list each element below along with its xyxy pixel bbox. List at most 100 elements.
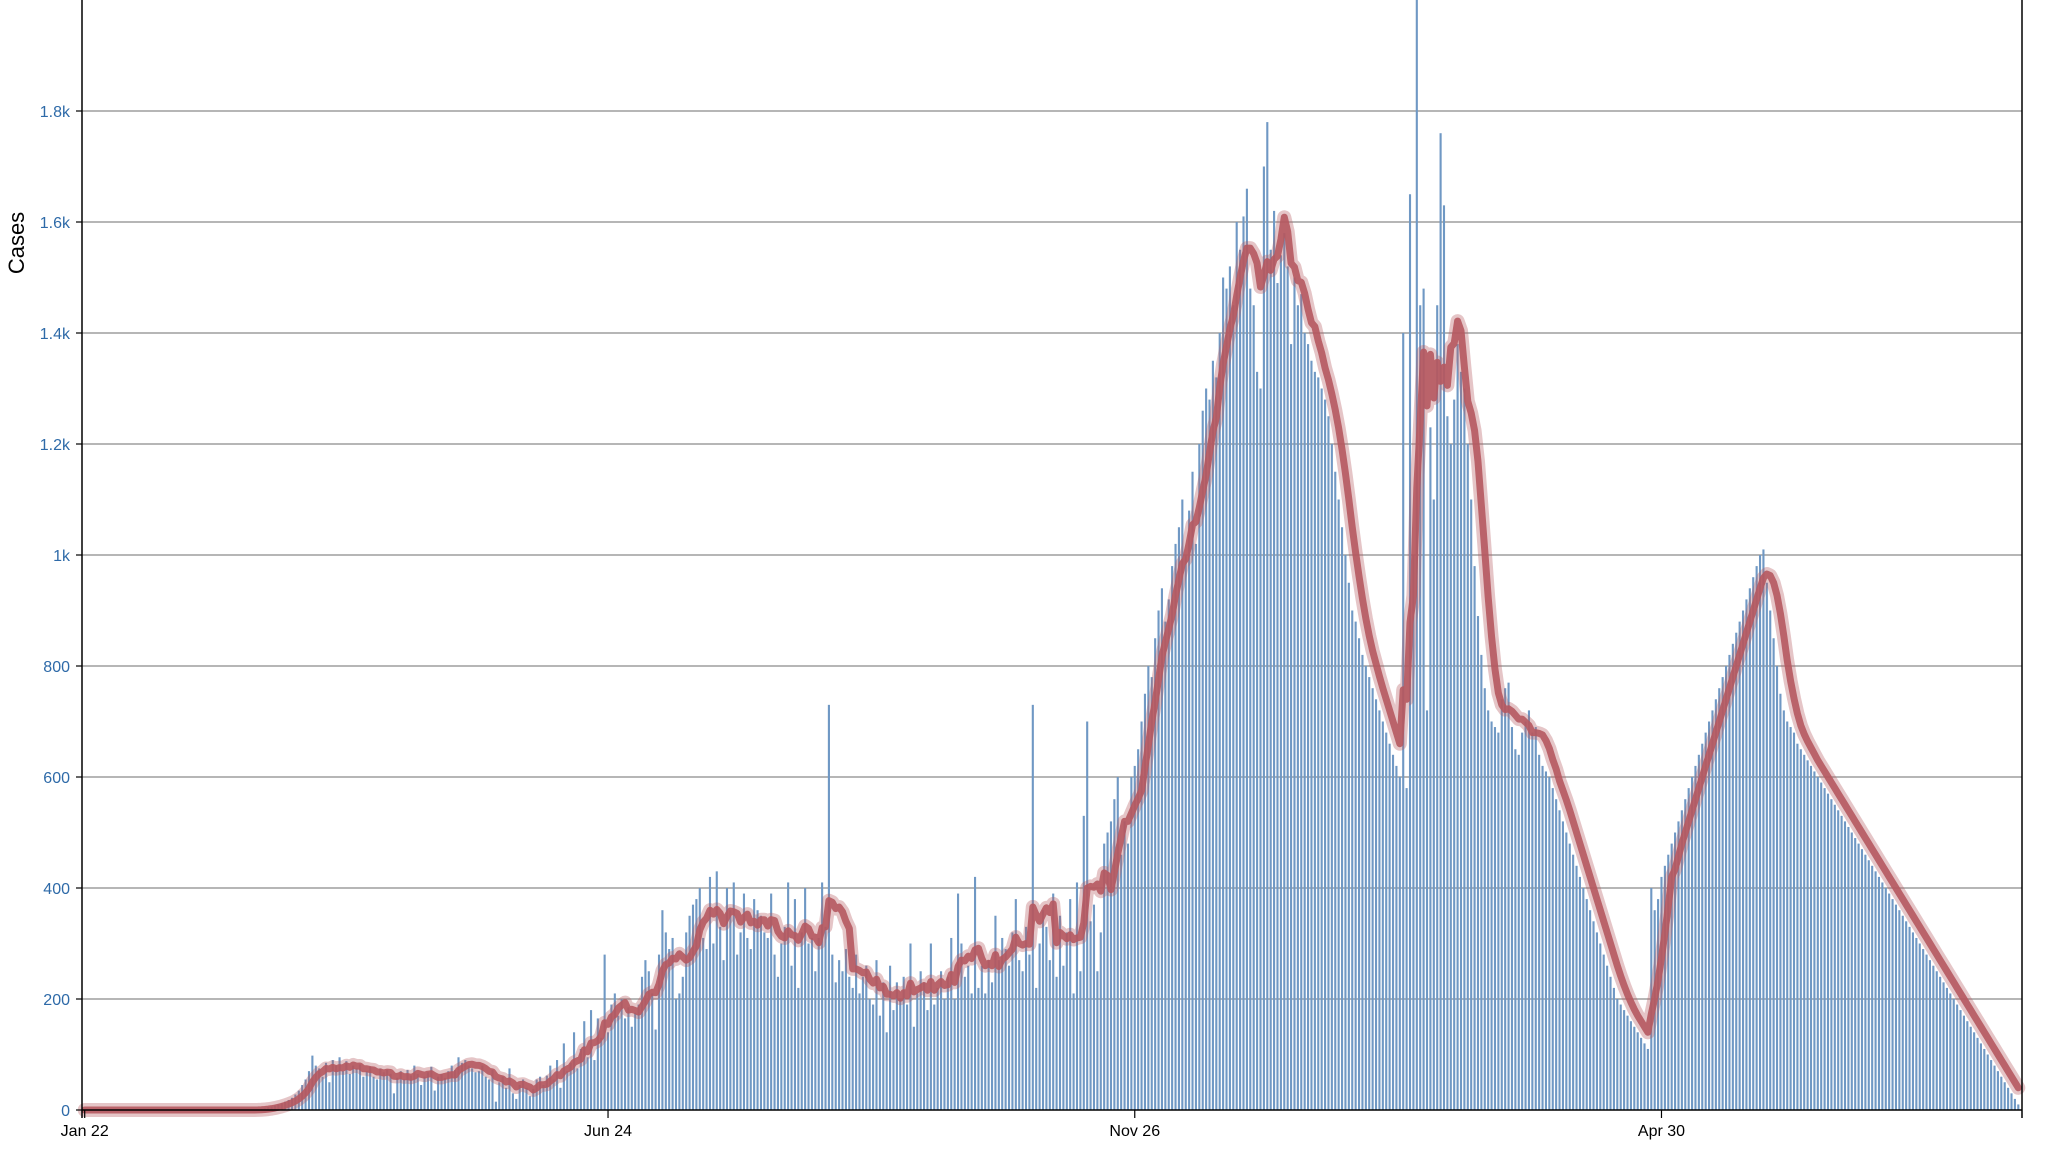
bar [1871, 865, 1874, 1110]
bar [844, 949, 847, 1110]
bar [1521, 732, 1524, 1110]
bar [973, 876, 977, 1110]
bar [1779, 693, 1782, 1110]
bar [1381, 721, 1384, 1110]
bar [589, 1010, 593, 1110]
bar [1589, 910, 1592, 1110]
bar [1738, 621, 1741, 1110]
bar [447, 1071, 450, 1110]
bar [382, 1072, 385, 1110]
bar [763, 932, 766, 1110]
bar [535, 1079, 538, 1110]
bar [1894, 904, 1898, 1110]
bar [875, 960, 878, 1110]
bar [1561, 821, 1564, 1110]
bar [1405, 788, 1408, 1110]
y-tick-label: 1k [53, 548, 71, 565]
bar [725, 888, 729, 1110]
bar [1113, 799, 1116, 1110]
bar [1364, 666, 1367, 1110]
bar [1021, 971, 1024, 1110]
bar [494, 1101, 497, 1110]
bar [1541, 765, 1544, 1110]
bar [1816, 777, 1819, 1110]
bar [1612, 987, 1615, 1110]
bar [1558, 810, 1561, 1110]
bar [1735, 632, 1738, 1110]
bar [882, 982, 885, 1110]
bar [2010, 1093, 2013, 1110]
bar [630, 1026, 633, 1110]
bar [484, 1076, 487, 1110]
bar [929, 943, 932, 1110]
bar [1633, 1026, 1636, 1110]
bar [1133, 765, 1136, 1110]
bar [1018, 960, 1021, 1110]
bar [1341, 527, 1344, 1110]
bar [1769, 610, 1772, 1110]
bar [362, 1076, 365, 1110]
bar [532, 1088, 535, 1110]
bar [1459, 371, 1463, 1111]
bar [556, 1060, 559, 1110]
bar [1466, 444, 1469, 1110]
bar [1599, 943, 1602, 1110]
bar [1211, 360, 1214, 1110]
bar [1572, 854, 1575, 1110]
bar [1154, 638, 1157, 1110]
bar [1616, 999, 1619, 1110]
bar [674, 999, 678, 1110]
bar [1884, 888, 1887, 1110]
bar [1979, 1043, 1982, 1110]
bar [1446, 416, 1449, 1110]
bar [1252, 305, 1255, 1110]
bar [1239, 249, 1242, 1110]
bar [722, 960, 725, 1110]
bar [372, 1076, 375, 1110]
bar [1697, 754, 1700, 1110]
bar [1809, 765, 1813, 1110]
bar [1442, 205, 1446, 1111]
bar [1395, 765, 1398, 1110]
bar [1045, 926, 1048, 1110]
bar [623, 1018, 627, 1110]
bar [1660, 876, 1663, 1110]
bar [1320, 388, 1323, 1110]
bar [729, 910, 732, 1110]
bar [793, 899, 796, 1110]
bar [821, 882, 824, 1110]
bar [1806, 760, 1809, 1110]
bar [1687, 788, 1690, 1110]
bar [742, 893, 746, 1110]
bar [1357, 638, 1361, 1110]
bar [681, 976, 684, 1110]
bar [392, 1093, 395, 1110]
bar [1905, 921, 1908, 1110]
y-tick-label: 1.8k [40, 104, 71, 121]
bar [1368, 677, 1371, 1110]
bar [997, 960, 1000, 1110]
bar [1164, 621, 1167, 1110]
bar [1126, 843, 1130, 1110]
bar [1911, 932, 1915, 1110]
bar [1075, 882, 1079, 1110]
bar [345, 1061, 348, 1110]
bar [1551, 788, 1554, 1110]
bar [1208, 399, 1211, 1111]
bar [923, 982, 926, 1110]
bar [1857, 843, 1860, 1110]
bar [776, 976, 779, 1110]
y-tick-label: 200 [43, 992, 70, 1009]
bar [413, 1065, 416, 1110]
grid-lines [82, 110, 2022, 1000]
bar [1864, 854, 1867, 1110]
bar [457, 1057, 460, 1110]
bar [810, 937, 813, 1110]
bar [1150, 677, 1153, 1110]
bar [953, 999, 956, 1110]
bar [1765, 582, 1768, 1110]
bar [1741, 610, 1745, 1110]
bar [331, 1060, 334, 1110]
bar [1188, 510, 1191, 1111]
bar [1837, 810, 1840, 1110]
